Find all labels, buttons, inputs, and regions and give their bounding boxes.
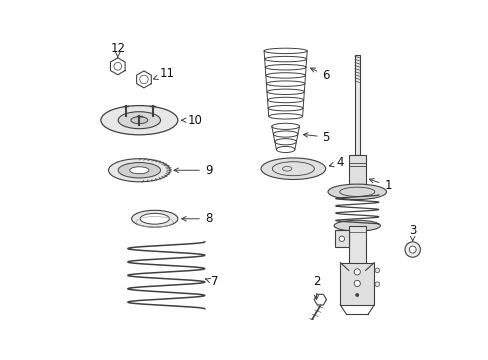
Circle shape [408,246,415,253]
Ellipse shape [118,112,160,129]
Circle shape [374,282,379,287]
Ellipse shape [129,167,149,174]
Circle shape [339,236,344,242]
Ellipse shape [108,159,170,182]
FancyBboxPatch shape [348,155,365,189]
Text: 7: 7 [205,275,218,288]
Text: 11: 11 [153,67,174,81]
Text: 8: 8 [182,212,212,225]
Bar [334,230,348,247]
Circle shape [114,62,122,70]
Text: 2: 2 [312,275,320,300]
Circle shape [374,268,379,273]
Text: 12: 12 [110,42,125,58]
Ellipse shape [140,213,169,224]
Ellipse shape [131,117,147,124]
Text: 3: 3 [408,224,416,241]
FancyBboxPatch shape [340,263,373,305]
Circle shape [353,280,360,287]
Circle shape [355,293,358,297]
Text: 5: 5 [303,131,329,144]
FancyBboxPatch shape [348,226,365,270]
Circle shape [404,242,420,257]
Ellipse shape [333,220,380,231]
Ellipse shape [131,210,178,227]
Circle shape [353,269,360,275]
Text: 4: 4 [329,156,343,169]
Ellipse shape [101,105,178,135]
Circle shape [140,75,148,84]
Text: 6: 6 [310,68,328,82]
Ellipse shape [327,184,386,199]
Ellipse shape [261,158,325,180]
Text: 10: 10 [181,114,203,127]
FancyBboxPatch shape [354,55,359,155]
Text: 1: 1 [368,179,391,192]
Ellipse shape [118,163,160,178]
Text: 9: 9 [174,164,212,177]
